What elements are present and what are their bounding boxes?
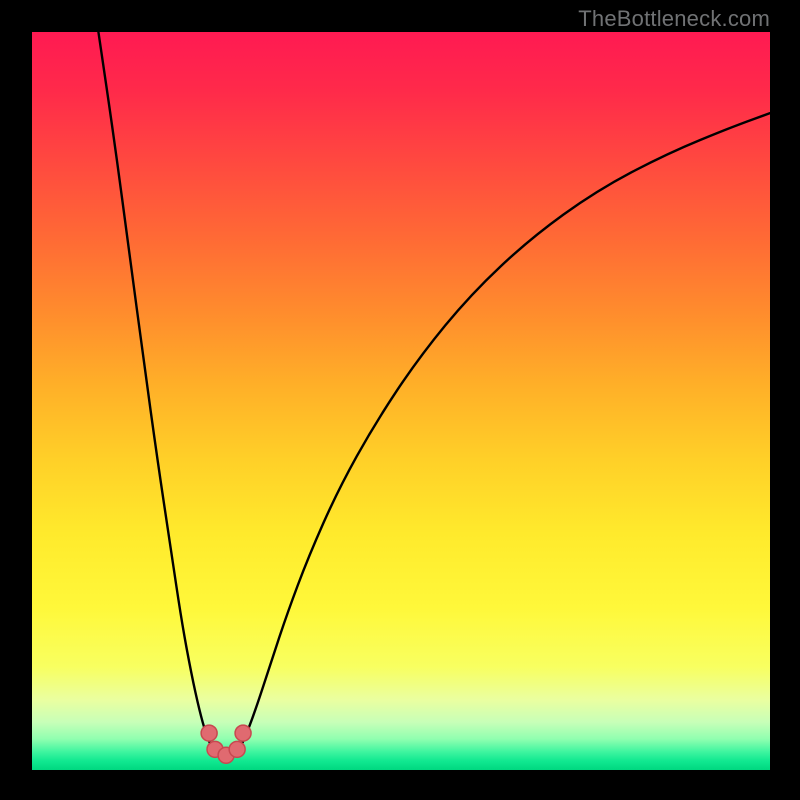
- marker-dot: [229, 741, 245, 757]
- watermark-text: TheBottleneck.com: [578, 6, 770, 32]
- marker-dot: [235, 725, 251, 741]
- marker-dot: [201, 725, 217, 741]
- bottleneck-chart: [0, 0, 800, 800]
- plot-background: [32, 32, 770, 770]
